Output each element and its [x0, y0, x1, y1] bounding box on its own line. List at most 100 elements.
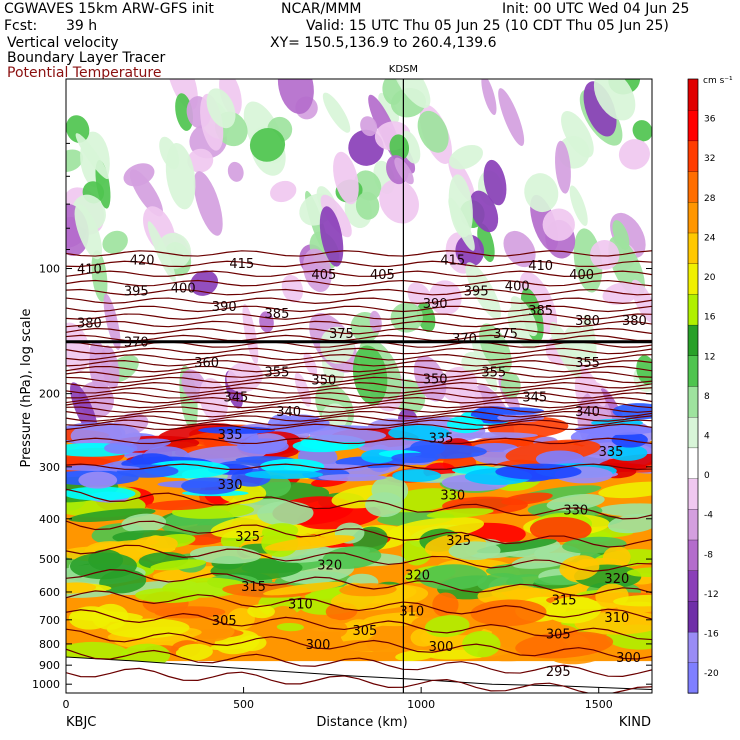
velocity-cell: [555, 140, 571, 194]
tracer-cell: [395, 650, 436, 662]
tracer-cell: [529, 516, 592, 543]
theta-contour: [66, 667, 652, 693]
velocity-cell: [333, 151, 359, 205]
velocity-cell: [618, 139, 650, 170]
theta-label: 400: [505, 280, 530, 295]
theta-label: 340: [575, 405, 600, 420]
y-tick-label: 300: [39, 461, 60, 474]
tracer-cell: [189, 545, 262, 564]
tracer-cell: [337, 639, 391, 652]
tracer-edge-cell: [245, 470, 324, 479]
theta-contour: [66, 415, 652, 422]
theta-contour: [66, 376, 652, 384]
theta-label: 335: [429, 432, 454, 447]
tracer-edge-cell: [66, 486, 136, 501]
theta-contour: [66, 313, 652, 320]
theta-label: 330: [218, 478, 243, 493]
theta-label: 325: [446, 534, 471, 549]
tracer-edge-cell: [450, 432, 538, 439]
colorbar-swatch: [687, 170, 699, 203]
velocity-cell: [166, 79, 198, 111]
tracer-edge-cell: [78, 471, 118, 489]
theta-label: 310: [288, 598, 313, 613]
left-station-label: KBJC: [66, 715, 96, 730]
theta-label: 375: [329, 327, 354, 342]
theta-contour: [66, 260, 652, 268]
y-tick-label: 200: [39, 388, 60, 401]
colorbar-label: -20: [704, 669, 719, 679]
velocity-cell: [159, 136, 180, 170]
theta-label: 405: [311, 268, 336, 283]
theta-contour: [66, 365, 652, 373]
colorbar-swatch: [687, 140, 699, 172]
theta-label: 415: [229, 257, 254, 272]
theta-label: 380: [622, 314, 647, 329]
theta-contour: [66, 387, 652, 394]
theta-contour: [66, 392, 652, 399]
colorbar-swatch: [687, 293, 699, 326]
theta-contour: [66, 463, 652, 471]
theta-contour: [66, 569, 652, 597]
velocity-cell: [193, 171, 223, 236]
velocity-cell: [569, 185, 588, 227]
velocity-cell: [542, 208, 575, 241]
theta-contour: [66, 297, 652, 304]
theta-label: 305: [352, 624, 377, 639]
theta-label: 315: [241, 580, 266, 595]
theta-label: 300: [306, 638, 331, 653]
x-axis-label: Distance (km): [316, 715, 407, 730]
forecast-label: Fcst:: [4, 18, 38, 34]
tracer-cell: [237, 635, 267, 651]
colorbar-swatch: [687, 232, 699, 264]
theta-contour: [66, 437, 652, 445]
theta-label: 310: [604, 611, 629, 626]
velocity-cell: [590, 239, 620, 270]
terrain: [66, 656, 652, 693]
velocity-cell: [187, 148, 214, 173]
colorbar-swatch: [687, 355, 699, 387]
tracer-cell: [379, 627, 408, 644]
tracer-cell: [598, 481, 652, 499]
colorbar-label: 12: [704, 352, 715, 362]
velocity-cell: [391, 79, 431, 109]
velocity-cell: [481, 79, 497, 115]
tracer-edge-cell: [611, 432, 648, 448]
colorbar-label: -16: [704, 630, 719, 640]
velocity-cell: [74, 203, 103, 260]
theta-contour: [66, 544, 652, 572]
tracer-cell: [175, 643, 213, 661]
colorbar-label: -12: [704, 590, 719, 600]
tracer-edge-cell: [104, 442, 138, 454]
tracer-edge-cell: [607, 444, 648, 461]
theta-label: 345: [224, 390, 249, 405]
colorbar-swatch: [687, 662, 699, 694]
colorbar-label: 4: [704, 432, 710, 442]
velocity-cell: [352, 345, 388, 405]
tracer-cell: [546, 494, 605, 511]
colorbar-swatch: [687, 508, 699, 541]
theta-label: 390: [212, 300, 237, 315]
colorbar-label: 8: [704, 392, 710, 402]
theta-label: 410: [528, 259, 553, 274]
colorbar-swatch: [687, 263, 699, 295]
velocity-cell: [389, 134, 410, 160]
colorbar-label: 20: [704, 273, 716, 283]
theta-contour: [66, 520, 652, 548]
theta-label: 295: [546, 665, 571, 680]
velocity-cell: [322, 92, 351, 133]
theta-label: 380: [77, 317, 102, 332]
theta-label: 335: [599, 445, 624, 460]
y-tick-label: 700: [39, 614, 60, 627]
velocity-cell: [227, 161, 244, 182]
colorbar-swatch: [687, 570, 699, 602]
colorbar: 36 32 28 24 20 16 12 8 4 0 -4 -8 -12 -16 -20: [687, 78, 719, 694]
velocity-cell: [129, 169, 163, 217]
x-tick-label: 500: [233, 698, 254, 711]
colorbar-swatch: [687, 631, 699, 663]
theta-contour: [66, 270, 652, 277]
tracer-edge-cell: [392, 469, 442, 482]
theta-label: 400: [569, 268, 594, 283]
velocity-cell: [632, 120, 652, 142]
velocity-field: [66, 79, 652, 693]
velocity-cell: [382, 79, 402, 105]
